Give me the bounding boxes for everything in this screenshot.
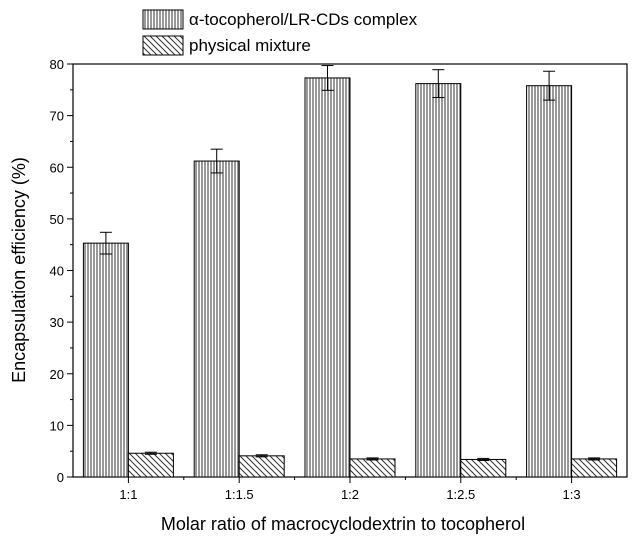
y-tick-label: 30 [50,315,64,330]
x-tick-label: 1:1.5 [225,487,254,502]
bar-physical-mixture [571,458,618,478]
y-tick-label: 70 [50,109,64,124]
bar-complex [82,242,129,478]
legend-label: α-tocopherol/LR-CDs complex [189,10,418,29]
y-tick-label: 80 [50,57,64,72]
bar-complex [193,160,240,478]
bar-physical-mixture [127,452,174,478]
y-axis-title: Encapsulation efficiency (%) [9,157,29,383]
bar-physical-mixture [460,458,507,478]
x-tick-label: 1:2.5 [446,487,475,502]
x-tick-label: 1:2 [341,487,359,502]
legend-swatch-physical-mixture [142,35,184,56]
y-tick-label: 60 [50,160,64,175]
legend-label: physical mixture [189,36,311,55]
y-tick-label: 0 [57,470,64,485]
x-axis-title: Molar ratio of macrocyclodextrin to toco… [161,514,525,534]
legend: α-tocopherol/LR-CDs complex physical mixt… [142,9,418,56]
y-tick-label: 40 [50,264,64,279]
x-tick-label: 1:3 [563,487,581,502]
bar-complex [304,77,351,478]
bar-physical-mixture [349,458,396,478]
legend-swatch-complex [142,9,184,30]
y-tick-label: 20 [50,367,64,382]
bar-complex [415,83,462,478]
bar-complex [526,85,573,478]
y-tick-label: 50 [50,212,64,227]
y-tick-label: 10 [50,418,64,433]
bar-physical-mixture [238,455,285,478]
x-tick-label: 1:1 [119,487,137,502]
